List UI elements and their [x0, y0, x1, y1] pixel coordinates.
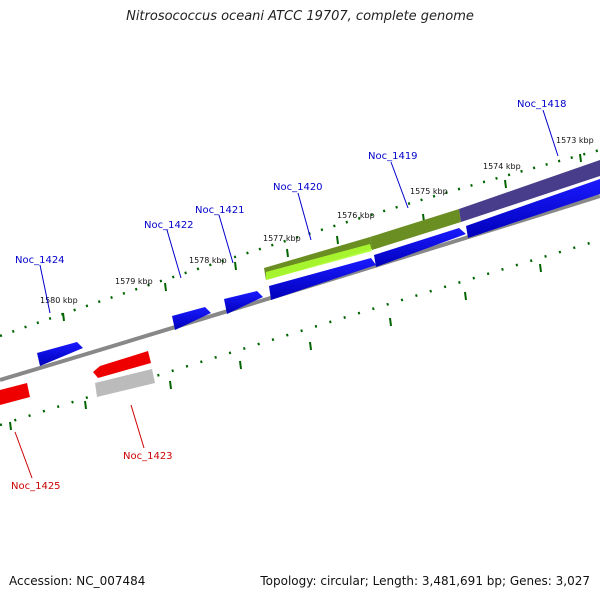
gene-arrow-noc1424[interactable] — [37, 342, 83, 366]
gene-arrow-noc1421[interactable] — [224, 291, 263, 314]
gene-arrow-noc1422[interactable] — [172, 307, 211, 330]
scale-label-1576: 1576 kbp — [337, 211, 375, 220]
gene-arrow-noc1425[interactable] — [0, 383, 30, 405]
gene-label-noc1422[interactable]: Noc_1422 — [144, 220, 194, 231]
accession-label: Accession: NC_007484 — [9, 574, 146, 588]
scale-label-1580: 1580 kbp — [40, 296, 78, 305]
gene-label-noc1424[interactable]: Noc_1424 — [15, 255, 65, 266]
scale-label-1577: 1577 kbp — [263, 234, 301, 243]
feature-bar-olive-2[interactable] — [370, 209, 461, 250]
scale-label-1573: 1573 kbp — [556, 136, 594, 145]
scale-label-1574: 1574 kbp — [483, 162, 521, 171]
gene-arrow-noc1423[interactable] — [93, 351, 151, 378]
gene-label-noc1425[interactable]: Noc_1425 — [11, 481, 61, 492]
feature-bar-lightgreen[interactable] — [266, 244, 372, 280]
gene-label-noc1420[interactable]: Noc_1420 — [273, 182, 323, 193]
scale-label-1578: 1578 kbp — [189, 256, 227, 265]
gene-label-noc1418[interactable]: Noc_1418 — [517, 99, 567, 110]
scale-label-1579: 1579 kbp — [115, 277, 153, 286]
feature-bar-darkslate[interactable] — [459, 160, 600, 222]
gene-arrow-noc1420[interactable] — [269, 258, 376, 300]
scale-label-1575: 1575 kbp — [410, 187, 448, 196]
map-title: Nitrosococcus oceani ATCC 19707, complet… — [126, 9, 474, 24]
gene-label-noc1421[interactable]: Noc_1421 — [195, 205, 245, 216]
major-ticks — [62, 153, 582, 322]
scale-ring-outer — [0, 148, 600, 338]
gene-arrow-noc1418[interactable] — [466, 179, 600, 238]
inner-major-ticks — [9, 263, 542, 431]
gene-label-noc1423[interactable]: Noc_1423 — [123, 451, 173, 462]
gene-label-noc1419[interactable]: Noc_1419 — [368, 151, 418, 162]
genome-summary: Topology: circular; Length: 3,481,691 bp… — [260, 574, 590, 588]
label-leaders — [14, 109, 559, 479]
gene-bar-grey[interactable] — [95, 369, 155, 397]
gene-arrow-noc1419[interactable] — [374, 228, 466, 267]
